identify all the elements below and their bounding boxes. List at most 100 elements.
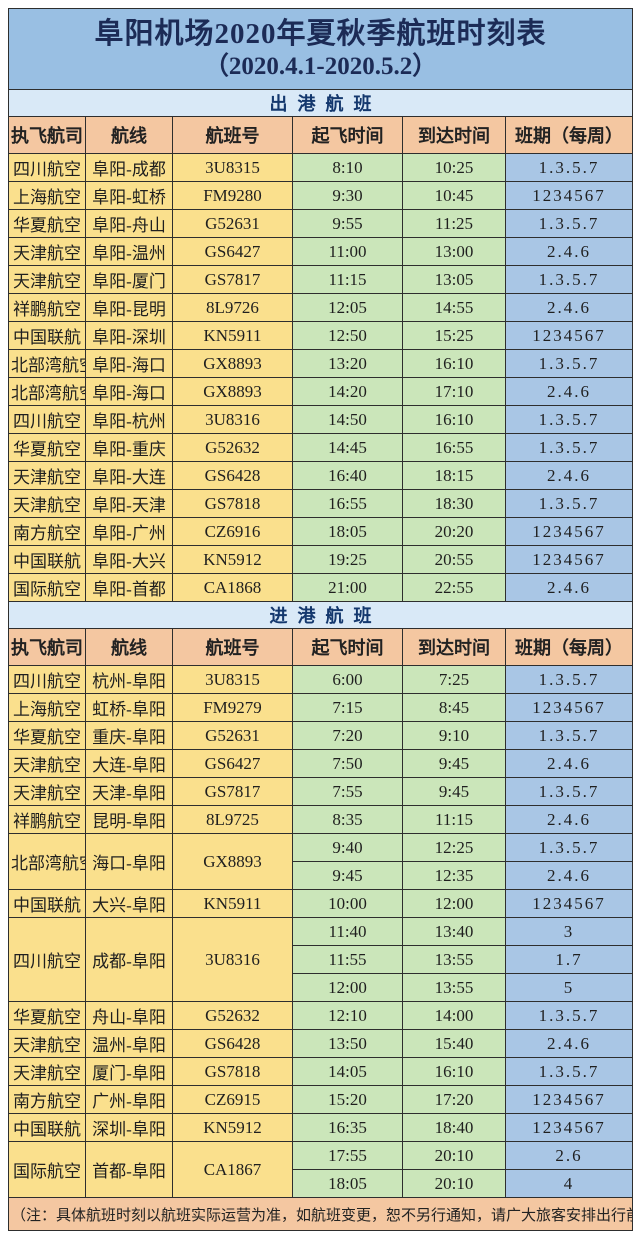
cell-departure-time: 9:45	[292, 861, 403, 890]
cell-arrival-time: 16:55	[402, 433, 506, 462]
cell-flight-no: GS7818	[172, 1057, 293, 1086]
cell-arrival-time: 18:40	[402, 1113, 506, 1142]
table-row: 四川航空 阜阳-成都 3U8315 8:10 10:25 1.3.5.7	[8, 153, 634, 182]
cell-flight-no: 8L9726	[172, 293, 293, 322]
cell-flight-no: CA1868	[172, 573, 293, 602]
cell-route: 阜阳-大连	[85, 461, 173, 490]
cell-route: 杭州-阜阳	[85, 665, 173, 694]
cell-schedule-days: 1.3.5.7	[504, 489, 634, 518]
cell-departure-time: 8:35	[292, 805, 403, 834]
column-header: 到达时间	[402, 628, 506, 666]
cell-route: 海口-阜阳	[85, 833, 173, 890]
cell-arrival-time: 9:10	[402, 721, 506, 750]
cell-flight-no: G52631	[172, 209, 293, 238]
cell-arrival-time: 17:10	[402, 377, 506, 406]
table-row: 南方航空 阜阳-广州 CZ6916 18:05 20:20 1234567	[8, 517, 634, 546]
cell-arrival-time: 18:30	[402, 489, 506, 518]
table-row: 天津航空 阜阳-厦门 GS7817 11:15 13:05 1.3.5.7	[8, 265, 634, 294]
cell-flight-no: GX8893	[172, 833, 293, 890]
cell-arrival-time: 12:00	[402, 889, 506, 918]
cell-schedule-days: 2.6	[504, 1141, 634, 1170]
cell-flight-no: FM9279	[172, 693, 293, 722]
cell-departure-time: 6:00	[292, 665, 403, 694]
cell-airline: 华夏航空	[8, 433, 86, 462]
cell-departure-time: 11:55	[292, 945, 403, 974]
cell-route: 阜阳-厦门	[85, 265, 173, 294]
table-row: 四川航空 阜阳-杭州 3U8316 14:50 16:10 1.3.5.7	[8, 405, 634, 434]
cell-departure-time: 9:40	[292, 833, 403, 862]
cell-airline: 天津航空	[8, 1029, 86, 1058]
cell-departure-time: 12:00	[292, 973, 403, 1002]
cell-flight-no: KN5912	[172, 545, 293, 574]
cell-airline: 祥鹏航空	[8, 293, 86, 322]
cell-airline: 四川航空	[8, 665, 86, 694]
cell-departure-time: 12:05	[292, 293, 403, 322]
cell-route: 重庆-阜阳	[85, 721, 173, 750]
cell-airline: 天津航空	[8, 461, 86, 490]
cell-schedule-days: 1234567	[504, 517, 634, 546]
cell-flight-no: GS6428	[172, 1029, 293, 1058]
cell-flight-no: CZ6915	[172, 1085, 293, 1114]
cell-departure-time: 13:50	[292, 1029, 403, 1058]
table-row: 上海航空 虹桥-阜阳 FM9279 7:15 8:45 1234567	[8, 693, 634, 722]
cell-airline: 中国联航	[8, 321, 86, 350]
cell-route: 阜阳-大兴	[85, 545, 173, 574]
column-header: 班期（每周）	[504, 116, 634, 154]
cell-arrival-time: 20:10	[402, 1141, 506, 1170]
cell-airline: 天津航空	[8, 1057, 86, 1086]
cell-arrival-time: 16:10	[402, 349, 506, 378]
cell-route: 成都-阜阳	[85, 917, 173, 1002]
cell-departure-time: 16:40	[292, 461, 403, 490]
table-row: 上海航空 阜阳-虹桥 FM9280 9:30 10:45 1234567	[8, 181, 634, 210]
cell-arrival-time: 9:45	[402, 749, 506, 778]
cell-arrival-time: 12:25	[402, 833, 506, 862]
cell-airline: 北部湾航空	[8, 349, 86, 378]
table-row: 华夏航空 阜阳-重庆 G52632 14:45 16:55 1.3.5.7	[8, 433, 634, 462]
column-header: 航线	[85, 628, 173, 666]
cell-route: 阜阳-首都	[85, 573, 173, 602]
cell-arrival-time: 16:10	[402, 1057, 506, 1086]
cell-airline: 四川航空	[8, 917, 86, 1002]
cell-route: 阜阳-海口	[85, 377, 173, 406]
cell-flight-no: KN5912	[172, 1113, 293, 1142]
cell-route: 阜阳-广州	[85, 517, 173, 546]
title-line2: （2020.4.1-2020.5.2）	[203, 53, 438, 81]
cell-schedule-days: 1.3.5.7	[504, 665, 634, 694]
column-header: 班期（每周）	[504, 628, 634, 666]
cell-route: 虹桥-阜阳	[85, 693, 173, 722]
column-header: 航线	[85, 116, 173, 154]
cell-airline: 华夏航空	[8, 209, 86, 238]
cell-flight-no: CZ6916	[172, 517, 293, 546]
cell-flight-no: 3U8315	[172, 153, 293, 182]
section-title: 进港航班	[7, 601, 634, 629]
cell-departure-time: 12:50	[292, 321, 403, 350]
cell-flight-no: 3U8316	[172, 405, 293, 434]
cell-schedule-days: 1.3.5.7	[504, 721, 634, 750]
cell-schedule-days: 1.3.5.7	[504, 1057, 634, 1086]
cell-departure-time: 14:05	[292, 1057, 403, 1086]
cell-route: 广州-阜阳	[85, 1085, 173, 1114]
cell-airline: 北部湾航空	[8, 833, 86, 890]
column-header: 执飞航司	[8, 628, 86, 666]
cell-departure-time: 9:30	[292, 181, 403, 210]
cell-airline: 南方航空	[8, 1085, 86, 1114]
cell-route: 温州-阜阳	[85, 1029, 173, 1058]
cell-arrival-time: 13:55	[402, 973, 506, 1002]
column-header: 起飞时间	[292, 116, 403, 154]
cell-schedule-days: 2.4.6	[504, 237, 634, 266]
cell-route: 厦门-阜阳	[85, 1057, 173, 1086]
cell-route: 深圳-阜阳	[85, 1113, 173, 1142]
cell-route: 阜阳-成都	[85, 153, 173, 182]
cell-arrival-time: 15:25	[402, 321, 506, 350]
cell-flight-no: GS7817	[172, 777, 293, 806]
table-row: 国际航空 首都-阜阳 CA1867 17:55 20:10 2.6	[8, 1141, 634, 1198]
cell-airline: 中国联航	[8, 889, 86, 918]
cell-flight-no: GS6428	[172, 461, 293, 490]
cell-departure-time: 17:55	[292, 1141, 403, 1170]
table-row: 中国联航 深圳-阜阳 KN5912 16:35 18:40 1234567	[8, 1113, 634, 1142]
cell-airline: 中国联航	[8, 1113, 86, 1142]
title-line1: 阜阳机场2020年夏秋季航班时刻表	[94, 17, 547, 50]
cell-flight-no: GX8893	[172, 377, 293, 406]
column-header: 到达时间	[402, 116, 506, 154]
